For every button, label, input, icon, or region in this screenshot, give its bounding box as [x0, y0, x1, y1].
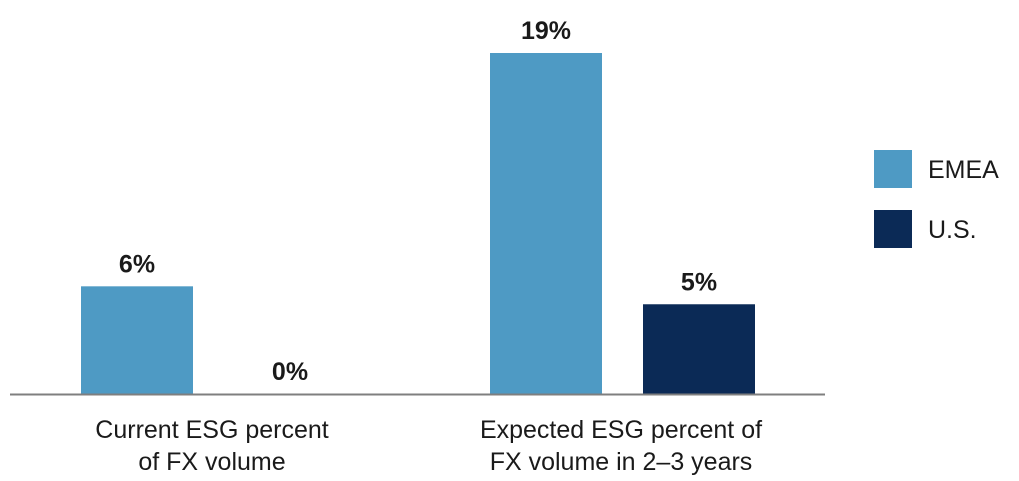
legend-label-emea: EMEA	[928, 156, 999, 184]
data-label-us-cat1: 0%	[272, 358, 308, 386]
category-label-1-line-2: of FX volume	[138, 448, 285, 476]
category-label-2-line-2: FX volume in 2–3 years	[490, 448, 753, 476]
legend: EMEA U.S.	[874, 150, 999, 248]
legend-swatch-emea	[874, 150, 912, 188]
data-label-us-cat2: 5%	[681, 268, 717, 296]
legend-label-us: U.S.	[928, 216, 977, 244]
bar-emea-cat2	[490, 53, 602, 394]
category-label-2-line-1: Expected ESG percent of	[480, 416, 762, 444]
data-label-emea-cat1: 6%	[119, 250, 155, 278]
category-label-2: Expected ESG percent of FX volume in 2–3 …	[480, 416, 762, 476]
legend-swatch-us	[874, 210, 912, 248]
category-labels-layer: Current ESG percent of FX volume Expected …	[95, 416, 762, 476]
data-label-emea-cat2: 19%	[521, 17, 571, 45]
bar-us-cat2	[643, 304, 755, 394]
category-label-1-line-1: Current ESG percent	[95, 416, 328, 444]
category-label-1: Current ESG percent of FX volume	[95, 416, 328, 476]
bars-layer	[81, 53, 755, 394]
value-labels-layer: 6% 0% 19% 5%	[119, 17, 717, 386]
bar-emea-cat1	[81, 286, 193, 394]
